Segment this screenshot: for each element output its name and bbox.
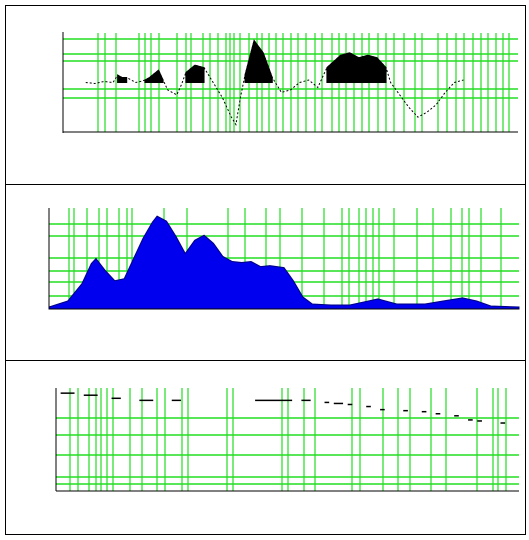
chart-panel-3 (6, 362, 525, 534)
area-chart (48, 208, 520, 310)
series-line (85, 39, 464, 126)
scatter-chart (55, 388, 519, 492)
series-fill-region (117, 74, 128, 83)
line-chart (62, 32, 518, 133)
panel-divider-1 (6, 184, 525, 185)
panel-divider-2 (6, 360, 525, 361)
chart-panel-1 (6, 6, 525, 184)
series-area (48, 215, 520, 310)
chart-panel-2 (6, 186, 525, 358)
chart-window (5, 5, 526, 535)
